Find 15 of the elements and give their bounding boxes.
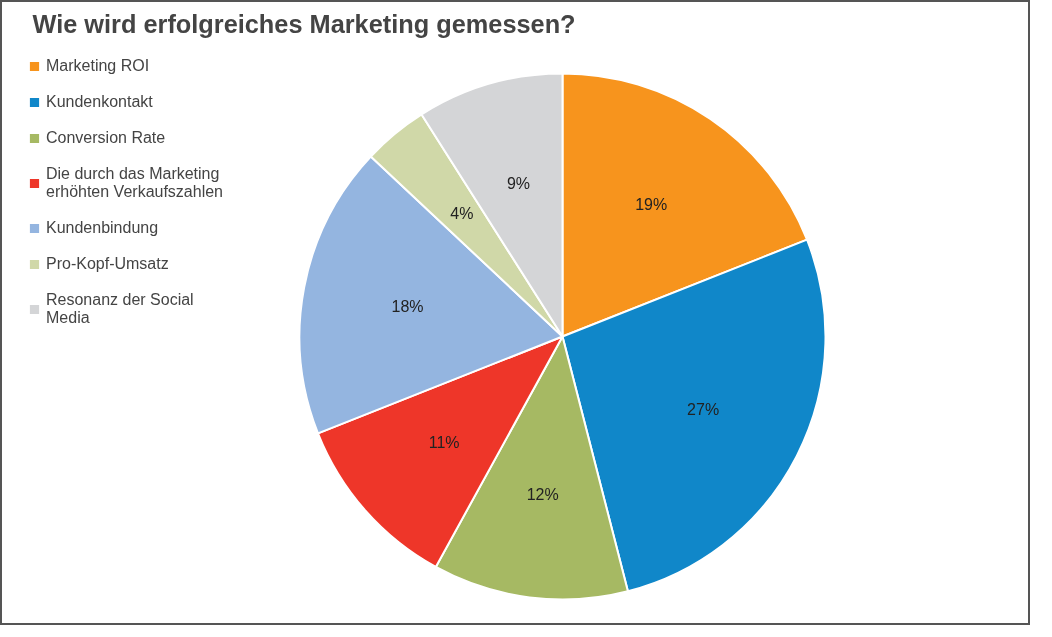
- data-label: 12%: [526, 486, 559, 504]
- data-label: 18%: [391, 298, 424, 316]
- data-label: 9%: [506, 174, 531, 192]
- legend-label: Kundenbindung: [46, 219, 159, 237]
- data-label: 19%: [635, 195, 668, 213]
- legend-label: Resonanz der Social Media: [46, 291, 194, 327]
- data-label: 27%: [687, 400, 720, 418]
- data-label: 4%: [450, 204, 474, 222]
- legend-label: Pro-Kopf-Umsatz: [46, 255, 169, 273]
- chart-title: Wie wird erfolgreiches Marketing gemessen?: [32, 9, 576, 38]
- legend-label: Die durch das Marketing erhöhten Verkaufszahlen: [46, 165, 224, 201]
- legend-label: Conversion Rate: [46, 129, 166, 147]
- legend-label: Marketing ROI: [46, 57, 150, 75]
- legend-label: Kundenkontakt: [46, 93, 153, 111]
- data-label: 11%: [428, 433, 460, 451]
